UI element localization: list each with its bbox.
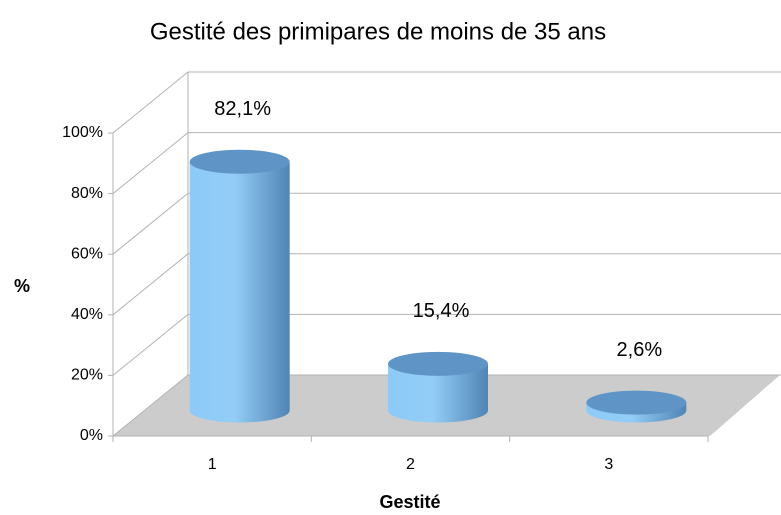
y-tick-label: 20% bbox=[71, 367, 103, 384]
grid-line bbox=[112, 374, 781, 437]
bar-top bbox=[189, 149, 290, 174]
y-tick-label: 0% bbox=[80, 427, 103, 444]
y-axis-label: % bbox=[14, 276, 30, 296]
x-tick-label: 1 bbox=[208, 456, 217, 473]
x-axis-label: Gestité bbox=[379, 492, 440, 512]
bar bbox=[189, 161, 290, 423]
grid-line bbox=[112, 192, 781, 255]
y-tick-label: 80% bbox=[71, 185, 103, 202]
chart-title: Gestité des primipares de moins de 35 an… bbox=[150, 18, 606, 45]
bar bbox=[388, 363, 488, 423]
grid-line bbox=[112, 253, 781, 316]
bar-top bbox=[388, 351, 488, 376]
grid-line bbox=[112, 132, 781, 194]
x-tick-label: 3 bbox=[604, 456, 613, 473]
grid-line bbox=[112, 313, 781, 376]
value-label: 2,6% bbox=[617, 339, 663, 361]
value-label: 82,1% bbox=[214, 98, 271, 120]
bar-top bbox=[586, 390, 687, 415]
grid-line bbox=[112, 71, 781, 134]
value-label: 15,4% bbox=[413, 300, 470, 322]
x-tick-label: 2 bbox=[406, 456, 415, 473]
y-tick-label: 40% bbox=[71, 306, 103, 323]
y-tick-label: 100% bbox=[62, 124, 103, 141]
y-tick-label: 60% bbox=[71, 245, 103, 262]
